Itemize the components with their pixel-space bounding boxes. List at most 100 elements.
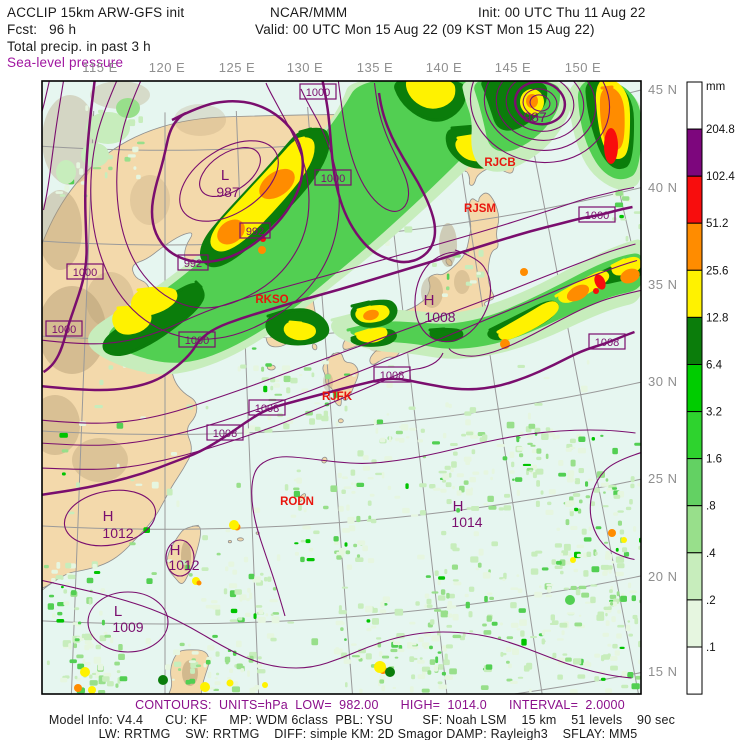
speckle <box>522 463 532 466</box>
speckle <box>57 602 65 607</box>
speckle <box>577 674 586 679</box>
speckle <box>248 573 255 580</box>
speckle <box>386 381 393 388</box>
speckle <box>330 485 338 492</box>
speckle <box>545 453 549 459</box>
speckle <box>559 622 568 628</box>
speckle <box>315 413 322 420</box>
contour-line <box>42 579 632 679</box>
speckle <box>487 592 493 596</box>
speckle <box>249 687 256 694</box>
contour-label-box <box>177 254 209 271</box>
speckle <box>92 563 97 570</box>
speckle <box>483 470 489 475</box>
speckle <box>283 375 291 383</box>
speckle <box>417 660 425 664</box>
speckle <box>465 419 471 426</box>
speckle <box>124 156 131 162</box>
contour-label: 1008 <box>595 337 619 349</box>
speckle <box>136 174 141 180</box>
speckle <box>566 612 575 615</box>
speckle <box>314 402 320 405</box>
contour-line <box>87 591 169 653</box>
speckle <box>379 609 387 614</box>
speckle <box>270 385 274 391</box>
island <box>227 539 232 544</box>
speckle <box>367 558 375 564</box>
speckle <box>573 658 582 665</box>
axis-label-lat: 30 N <box>648 374 677 389</box>
speckle <box>323 505 329 510</box>
colorbar-segment <box>686 222 703 271</box>
speckle <box>63 589 68 594</box>
speckle <box>570 689 575 694</box>
speckle <box>621 671 628 678</box>
speckle <box>539 585 542 589</box>
axis-label-lat: 35 N <box>648 277 677 292</box>
speckle <box>445 482 452 488</box>
speckle <box>547 586 552 593</box>
speckle <box>52 613 56 618</box>
speckle <box>102 676 110 682</box>
axis-label-lat: 25 N <box>648 471 677 486</box>
speckle <box>622 547 628 553</box>
speckle <box>338 605 342 613</box>
speckle <box>365 653 372 660</box>
station-label: RJCB <box>484 157 515 169</box>
speckle <box>564 560 572 565</box>
speckle <box>127 119 136 127</box>
speckle <box>602 632 609 637</box>
speckle <box>519 453 524 458</box>
speckle <box>567 470 575 477</box>
speckle <box>617 510 624 513</box>
speckle <box>67 511 75 515</box>
contour-label-box <box>248 399 286 416</box>
speckle <box>426 598 432 605</box>
speckle <box>270 613 274 616</box>
speckle <box>146 578 153 584</box>
speckle <box>612 447 618 455</box>
speckle <box>258 609 264 615</box>
speckle <box>296 469 301 473</box>
speckle <box>188 660 196 663</box>
contour-label: 1008 <box>255 403 279 415</box>
speckle <box>167 559 173 563</box>
contour-line <box>414 249 492 343</box>
speckle <box>611 616 616 623</box>
speckle <box>98 690 106 694</box>
speckle <box>69 659 77 664</box>
speckle <box>437 595 446 601</box>
speckle <box>508 663 512 669</box>
speckle <box>586 551 592 557</box>
speckle <box>342 528 350 533</box>
speckle <box>61 472 66 476</box>
speckle <box>440 589 446 595</box>
speckle <box>603 606 612 610</box>
colorbar-tick-label: 102.4 <box>706 171 735 183</box>
speckle <box>442 645 447 652</box>
speckle <box>290 514 297 518</box>
terrain-shade <box>42 95 98 185</box>
contour-label-box <box>373 366 411 383</box>
contour-line <box>513 81 567 126</box>
speckle <box>106 681 114 687</box>
axis-label-lon: 150 E <box>565 60 601 75</box>
speckle <box>554 543 562 548</box>
speckle <box>580 385 588 393</box>
speckle <box>165 664 171 670</box>
speckle <box>590 596 596 604</box>
speckle <box>503 572 507 579</box>
speckle <box>337 472 342 479</box>
speckle <box>546 583 554 587</box>
speckle <box>554 565 563 569</box>
speckle <box>487 495 494 502</box>
speckle <box>346 504 350 511</box>
speckle <box>252 507 261 513</box>
speckle <box>299 374 303 377</box>
contour-line <box>522 88 558 118</box>
contour-line <box>529 94 551 112</box>
speckle <box>300 556 305 563</box>
pressure-center-value: 987 <box>523 109 547 125</box>
speckle <box>290 377 298 384</box>
speckle <box>61 585 64 589</box>
